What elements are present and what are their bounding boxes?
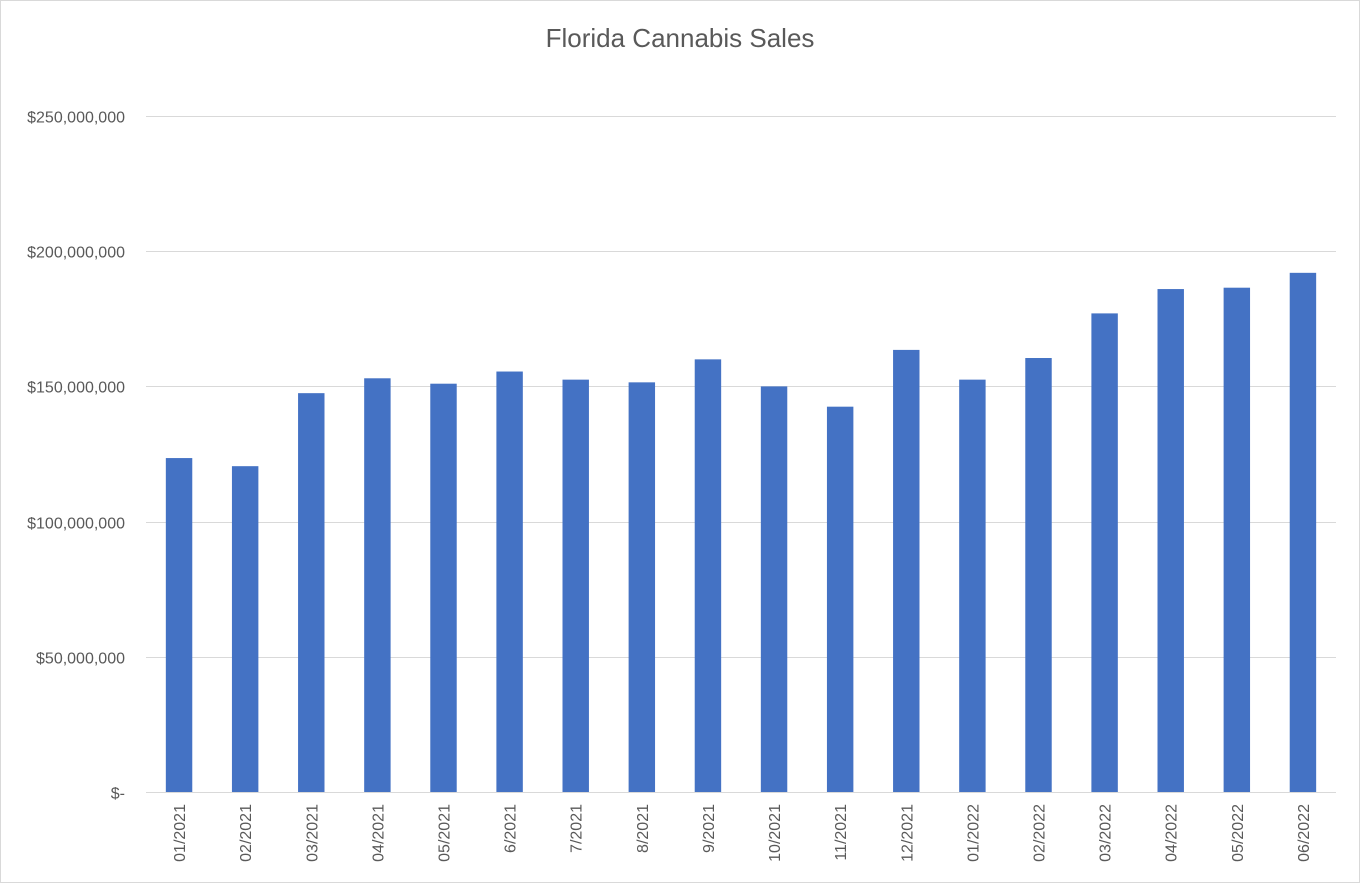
bar xyxy=(628,382,656,792)
x-tick-label: 01/2022 xyxy=(965,804,982,862)
y-tick-label: $50,000,000 xyxy=(36,651,125,668)
bar xyxy=(694,359,722,792)
x-tick-label: 11/2021 xyxy=(833,804,850,861)
x-tick-label: 8/2021 xyxy=(635,804,652,853)
chart-title: Florida Cannabis Sales xyxy=(546,23,815,53)
bar xyxy=(1157,289,1184,792)
x-tick-label: 04/2022 xyxy=(1164,804,1181,862)
x-tick-label: 6/2021 xyxy=(503,804,520,853)
y-tick-label: $150,000,000 xyxy=(27,380,125,397)
x-tick-label: 01/2021 xyxy=(172,804,189,862)
y-tick-label: $100,000,000 xyxy=(27,516,125,533)
y-tick-label: $250,000,000 xyxy=(27,110,125,127)
bar xyxy=(1289,272,1317,793)
x-tick-label: 03/2022 xyxy=(1098,804,1115,862)
x-tick-label: 7/2021 xyxy=(569,804,586,853)
x-tick-label: 02/2022 xyxy=(1032,804,1049,862)
bar xyxy=(562,379,589,792)
bar xyxy=(298,393,325,792)
bar xyxy=(1025,358,1052,792)
bar xyxy=(760,386,788,792)
x-axis-tick-labels: 01/2021 02/2021 03/2021 04/2021 05/2021 6/202… xyxy=(172,804,1313,862)
x-tick-label: 02/2021 xyxy=(238,804,255,862)
bar xyxy=(1223,287,1251,792)
bar xyxy=(893,349,920,792)
bar xyxy=(1091,313,1118,792)
y-tick-label: $- xyxy=(111,786,125,803)
x-tick-label: 03/2021 xyxy=(304,804,321,862)
x-tick-label: 9/2021 xyxy=(701,804,718,853)
x-tick-label: 05/2021 xyxy=(437,804,454,862)
bar xyxy=(364,378,391,792)
y-tick-label: $200,000,000 xyxy=(27,245,125,262)
x-tick-label: 12/2021 xyxy=(899,804,916,862)
x-tick-label: 05/2022 xyxy=(1230,804,1247,862)
bar xyxy=(430,383,457,792)
bar xyxy=(959,379,986,792)
gridlines xyxy=(146,116,1336,793)
bar xyxy=(826,406,854,792)
y-axis-tick-labels: $- $50,000,000 $100,000,000 $150,000,000 $20… xyxy=(27,110,125,803)
x-tick-label: 04/2021 xyxy=(370,804,387,862)
bars xyxy=(165,272,1317,793)
bar xyxy=(496,371,523,792)
bar xyxy=(165,458,193,792)
bar xyxy=(231,466,259,792)
x-tick-label: 06/2022 xyxy=(1296,804,1313,862)
x-tick-label: 10/2021 xyxy=(767,804,784,862)
